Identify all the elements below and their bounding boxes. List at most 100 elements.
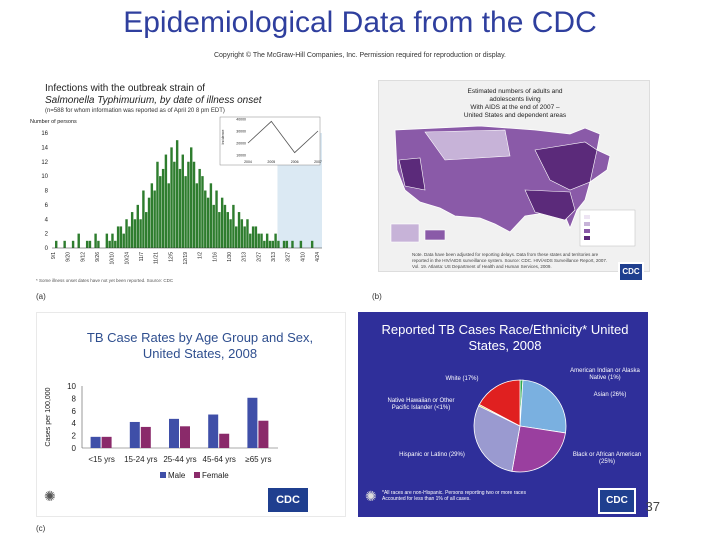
epi-bar xyxy=(122,233,125,248)
x-tick-label: 11/21 xyxy=(154,252,160,264)
epi-bar xyxy=(192,161,196,248)
y-tick-label: 14 xyxy=(41,145,48,151)
tb-rate-bar-male xyxy=(208,414,219,448)
tb-age-sex-bar-chart: 0 2 4 6 8 10 Cases per 100,000 <15 yrs 15-24 yrs… xyxy=(45,382,278,480)
epi-bar xyxy=(201,176,204,248)
epi-bar xyxy=(119,226,123,248)
y-tick-label: 8 xyxy=(45,189,49,195)
y-tick-label: 6 xyxy=(72,407,77,416)
panel-b-title: Estimated numbers of adults and adolesce… xyxy=(430,88,600,120)
epi-bar xyxy=(282,240,286,248)
pie-slice-hispanic-or-latino xyxy=(473,405,521,472)
pie-slice-white xyxy=(478,379,521,427)
epi-bar xyxy=(187,161,190,248)
page-number: 37 xyxy=(645,499,660,514)
inset-x-tick: 2006 xyxy=(291,160,299,164)
epi-bar xyxy=(257,233,260,248)
inset-frame xyxy=(219,116,321,166)
epi-bar xyxy=(310,240,314,248)
panel-b-title-line4: United States and dependent areas xyxy=(463,112,567,119)
panel-d-footnote-line2: Accounted for less than 1% of all cases. xyxy=(382,496,471,502)
epi-bar xyxy=(116,226,120,248)
epi-bar xyxy=(237,212,241,248)
pie-label-hispanic: Hispanic or Latino (29%) xyxy=(399,452,465,458)
epi-bar xyxy=(94,233,97,248)
panel-b-title-line3: With AIDS at the end of 2007 – xyxy=(470,104,560,111)
x-tick-label: 10/24 xyxy=(124,252,130,265)
x-tick-label: 15-24 yrs xyxy=(124,455,157,464)
epi-bar xyxy=(223,204,227,248)
y-axis-label: Cases per 100,000 xyxy=(45,387,52,446)
legend-swatch-female xyxy=(194,472,200,478)
legend-swatch-male xyxy=(160,472,166,478)
epi-bar xyxy=(153,190,156,248)
inset-y-tick: 30000 xyxy=(236,130,246,134)
epi-bar xyxy=(246,219,249,248)
tb-rate-bar-male xyxy=(129,421,140,448)
epi-bar xyxy=(268,240,272,248)
hhs-logo-icon: ✺ xyxy=(44,488,56,504)
inset-series-line xyxy=(247,120,319,154)
epi-bar xyxy=(190,147,193,248)
epi-bar xyxy=(195,183,199,248)
x-tick-label: 1/16 xyxy=(212,252,218,262)
x-tick-label: 1/30 xyxy=(227,252,233,262)
tb-age-sex-title-text: TB Case Rates by Age Group and Sex, Unit… xyxy=(86,330,314,361)
epi-bar xyxy=(88,240,92,248)
epi-bar xyxy=(249,233,252,248)
epi-bar xyxy=(147,197,151,248)
y-tick-label: 10 xyxy=(67,382,76,391)
cdc-logo-d: CDC xyxy=(598,488,636,514)
epi-bar xyxy=(206,197,210,248)
x-tick-label: 12/19 xyxy=(183,252,189,265)
panel-c-frame xyxy=(36,312,346,517)
epi-bar xyxy=(128,226,131,248)
epi-bar xyxy=(218,212,221,248)
epi-bar xyxy=(114,240,117,248)
epi-bar xyxy=(130,212,134,248)
epi-bar xyxy=(97,240,100,248)
hhs-logo-icon-d: ✺ xyxy=(365,488,377,504)
pie-label-asian: Asian (26%) xyxy=(593,392,627,398)
panel-a-note: (n=588 for whom information was reported… xyxy=(45,108,225,114)
epi-bar xyxy=(277,240,280,248)
x-tick-label: 25-44 yrs xyxy=(163,455,196,464)
epi-bar xyxy=(71,240,75,248)
us-map xyxy=(390,125,636,247)
panel-label-c: (c) xyxy=(36,524,46,533)
epi-bar xyxy=(204,190,207,248)
epi-bar xyxy=(243,226,246,248)
x-tick-label: 10/10 xyxy=(110,252,116,265)
epi-bar xyxy=(184,176,187,248)
epi-bar xyxy=(178,168,182,248)
x-tick-label: 4/10 xyxy=(300,252,306,262)
epi-bar xyxy=(209,183,213,248)
map-legend-swatch-1 xyxy=(584,215,590,219)
x-tick-label: <15 yrs xyxy=(88,455,114,464)
epi-bar xyxy=(175,140,179,248)
epi-bar xyxy=(212,204,215,248)
x-tick-label: 3/27 xyxy=(286,252,292,262)
epi-bar xyxy=(139,219,142,248)
x-tick-label: 4/24 xyxy=(315,252,321,262)
map-region-dark-west xyxy=(398,157,426,191)
epi-bar xyxy=(271,240,274,248)
y-tick-label: 8 xyxy=(72,394,77,403)
x-tick-label: 9/20 xyxy=(66,252,72,262)
cdc-logo-c: CDC xyxy=(266,486,310,514)
tb-race-title: Reported TB Cases Race/Ethnicity* United… xyxy=(370,322,640,354)
panel-d-footnote-line1: *All races are non-Hispanic. Persons rep… xyxy=(382,490,526,496)
panel-label-a: (a) xyxy=(36,292,46,301)
epi-bar xyxy=(133,219,137,248)
epi-bar xyxy=(63,240,66,248)
epi-bar xyxy=(229,219,232,248)
epi-bar xyxy=(226,212,229,248)
epi-bar xyxy=(150,183,154,248)
epi-bar xyxy=(173,161,176,248)
inset-y-tick: 20000 xyxy=(236,142,246,146)
legend-label-female: Female xyxy=(202,471,229,480)
tb-rate-bar-female xyxy=(219,433,230,448)
tb-rate-bar-female xyxy=(140,426,151,448)
tb-race-title-text: Reported TB Cases Race/Ethnicity* United… xyxy=(381,322,629,353)
epi-bar xyxy=(170,147,173,248)
